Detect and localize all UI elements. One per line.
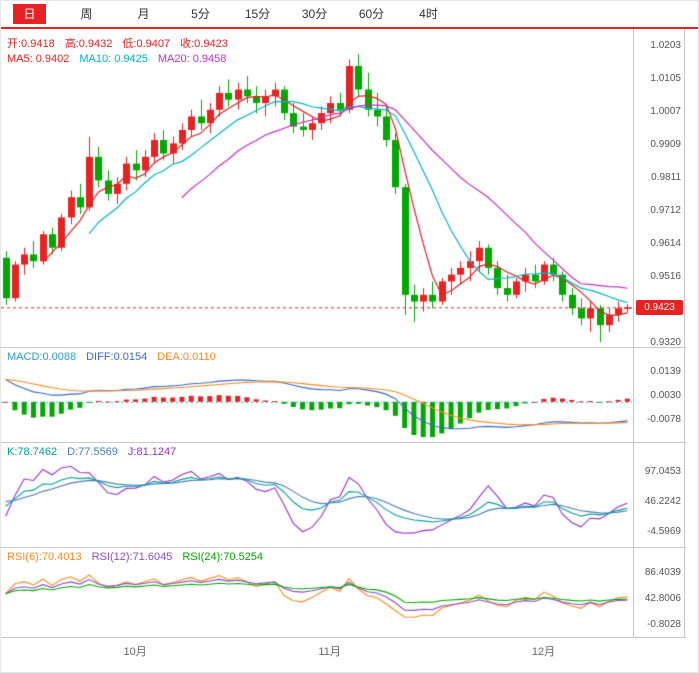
tab-day-label: 日 bbox=[13, 4, 46, 24]
axis-label: 42.8006 bbox=[644, 592, 681, 604]
time-axis-tick: 12月 bbox=[531, 646, 556, 658]
ohlc-readout: 开:0.9418 高:0.9432 低:0.9407 收:0.9423 bbox=[7, 35, 238, 51]
macd-panel-canvas[interactable] bbox=[1, 348, 632, 442]
kdj-readout: K:78.7462 D:77.5569 J:81.1247 bbox=[7, 446, 186, 458]
period-tabbar: 日 周 月 5分 15分 30分 60分 4时 bbox=[1, 1, 698, 29]
axis-label: 86.4039 bbox=[644, 567, 681, 579]
rsi24-readout-value: RSI(24):70.5254 bbox=[182, 551, 264, 563]
time-axis-tick: 10月 bbox=[123, 646, 147, 658]
tab-60min-label: 60分 bbox=[358, 7, 385, 21]
rsi12-readout-value: RSI(12):71.6045 bbox=[91, 551, 173, 563]
current-price-tag: 0.9423 bbox=[636, 300, 683, 316]
panel-separator bbox=[1, 442, 686, 443]
diff-readout-value: DIFF:0.0154 bbox=[86, 351, 148, 363]
axis-label: 0.9614 bbox=[650, 238, 681, 250]
tab-5min-label: 5分 bbox=[191, 7, 210, 21]
axis-label: 0.0030 bbox=[650, 390, 681, 402]
macd-readout: MACD:0.0088 DIFF:0.0154 DEA:0.0110 bbox=[7, 351, 226, 363]
k-readout-value: K:78.7462 bbox=[7, 446, 58, 458]
ma5-readout: MA5: 0.9402 bbox=[7, 53, 70, 65]
tab-5min[interactable]: 5分 bbox=[172, 1, 229, 27]
rsi-readout: RSI(6):70.4013 RSI(12):71.6045 RSI(24):70.… bbox=[7, 551, 273, 563]
axis-label: -0.8028 bbox=[647, 618, 681, 630]
time-axis: 10月 11月 12月 bbox=[1, 638, 632, 664]
axis-label: 0.9712 bbox=[650, 205, 681, 217]
low-readout: 低:0.9407 bbox=[122, 38, 171, 50]
candlestick-chart-canvas[interactable] bbox=[1, 29, 632, 347]
tab-15min-label: 15分 bbox=[244, 7, 271, 21]
axis-label: 97.0453 bbox=[644, 465, 681, 477]
axis-label: -0.0078 bbox=[647, 414, 681, 426]
axis-label: 1.0105 bbox=[650, 72, 681, 84]
panel-separator bbox=[1, 547, 686, 548]
panel-separator bbox=[1, 347, 686, 348]
axis-label: 0.9811 bbox=[651, 171, 681, 183]
ma20-readout: MA20: 0.9458 bbox=[157, 53, 227, 65]
macd-readout-value: MACD:0.0088 bbox=[7, 351, 77, 363]
axis-label: 0.9320 bbox=[650, 336, 681, 348]
tab-week-label: 周 bbox=[80, 7, 93, 21]
kdj-panel-canvas[interactable] bbox=[1, 443, 632, 547]
tab-day[interactable]: 日 bbox=[1, 1, 58, 27]
ma10-readout: MA10: 0.9425 bbox=[79, 53, 148, 65]
axis-label: 1.0203 bbox=[650, 39, 681, 51]
tab-30min-label: 30分 bbox=[301, 7, 328, 21]
axis-label: 1.0007 bbox=[650, 105, 681, 117]
ma-readout: MA5: 0.9402 MA10: 0.9425 MA20: 0.9458 bbox=[7, 53, 236, 65]
tab-4hour[interactable]: 4时 bbox=[400, 1, 457, 27]
tab-month-label: 月 bbox=[137, 7, 150, 21]
axis-label: 0.9909 bbox=[650, 138, 681, 150]
tab-month[interactable]: 月 bbox=[115, 1, 172, 27]
tab-15min[interactable]: 15分 bbox=[229, 1, 286, 27]
rsi-panel-canvas[interactable] bbox=[1, 548, 632, 637]
panel-separator bbox=[1, 637, 686, 638]
rsi6-readout-value: RSI(6):70.4013 bbox=[7, 551, 82, 563]
tab-4hour-label: 4时 bbox=[419, 7, 438, 21]
tab-60min[interactable]: 60分 bbox=[343, 1, 400, 27]
high-readout: 高:0.9432 bbox=[64, 38, 113, 50]
dea-readout-value: DEA:0.0110 bbox=[157, 351, 216, 363]
d-readout-value: D:77.5569 bbox=[67, 446, 118, 458]
axis-label: 0.0139 bbox=[650, 365, 681, 377]
j-readout-value: J:81.1247 bbox=[127, 446, 177, 458]
tab-week[interactable]: 周 bbox=[58, 1, 115, 27]
time-axis-tick: 11月 bbox=[318, 646, 341, 658]
tab-30min[interactable]: 30分 bbox=[286, 1, 343, 27]
open-readout: 开:0.9418 bbox=[7, 38, 55, 50]
axis-label: 0.9516 bbox=[650, 270, 681, 282]
price-axis-column: 0.9423 1.0203 1.0105 1.0007 0.9909 0.9811 0.9… bbox=[633, 29, 685, 637]
close-readout: 收:0.9423 bbox=[180, 38, 228, 50]
axis-label: -4.5969 bbox=[647, 526, 681, 538]
axis-label: 46.2242 bbox=[644, 496, 681, 508]
